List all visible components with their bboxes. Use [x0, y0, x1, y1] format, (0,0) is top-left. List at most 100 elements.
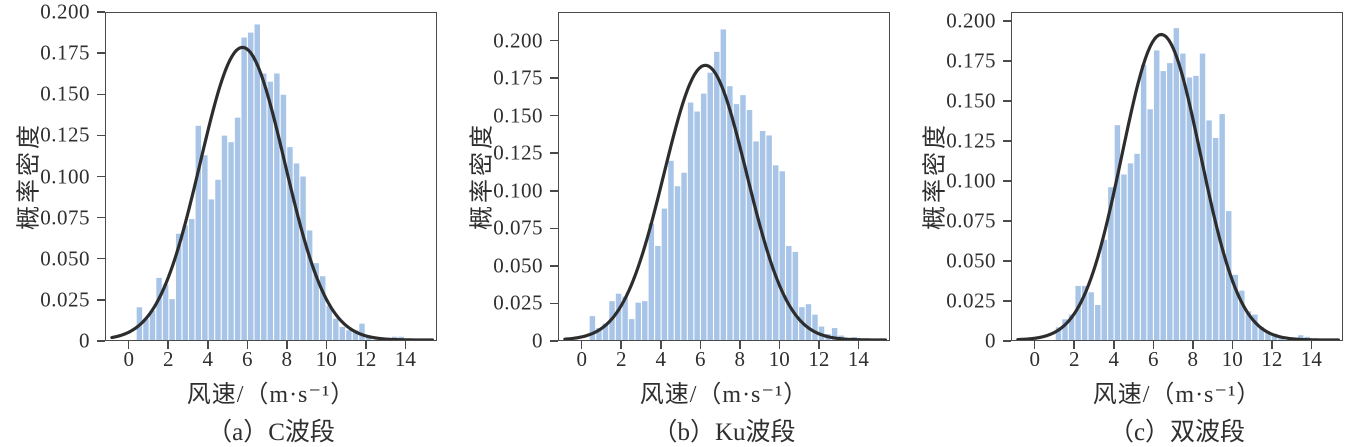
x-tick-label: 14 [1300, 347, 1322, 371]
y-tick-mark [550, 190, 558, 192]
y-tick-mark [97, 299, 105, 301]
x-tick-mark [699, 341, 702, 349]
chart-panel: 概率密度 0 0.025 0.050 0.075 0.100 0.125 0.150 0.17… [0, 0, 453, 447]
x-tick-label: 12 [1261, 347, 1283, 371]
panel-caption: （b）Ku波段 [652, 419, 796, 446]
x-tick-mark [1073, 341, 1075, 349]
x-tick-mark [127, 341, 130, 349]
y-tick-label: 0.025 [493, 290, 543, 315]
y-tick-mark [550, 302, 558, 305]
x-tick-label: 14 [394, 347, 416, 371]
y-axis-label: 概率密度 [16, 122, 43, 230]
plot-area [1011, 12, 1343, 341]
x-tick-mark [1152, 341, 1155, 349]
y-tick-label: 0.050 [946, 248, 996, 273]
y-tick-label: 0.200 [40, 0, 90, 24]
x-axis-label: 风速/（m·s⁻¹） [639, 382, 809, 408]
y-tick-label: 0.200 [946, 8, 996, 33]
x-tick-label: 6 [1148, 347, 1159, 371]
y-tick-mark [1003, 260, 1011, 262]
y-tick-mark [97, 52, 105, 54]
x-tick-label: 2 [162, 347, 174, 371]
x-tick-mark [818, 341, 820, 349]
x-tick-label: 12 [808, 347, 830, 371]
y-tick-mark [550, 39, 558, 42]
x-tick-label: 0 [576, 347, 587, 371]
x-tick-mark [365, 341, 367, 349]
y-tick-mark [550, 152, 558, 154]
x-tick-mark [286, 341, 288, 349]
y-tick-mark [1003, 140, 1011, 142]
y-tick-label: 0.175 [40, 40, 90, 65]
chart-panel: 概率密度 0 0.025 0.050 0.075 0.100 0.125 0.150 0.17… [453, 0, 906, 447]
x-tick-label: 12 [355, 347, 377, 371]
x-tick-mark [1033, 341, 1036, 349]
x-tick-label: 6 [695, 347, 706, 371]
y-axis-label: 概率密度 [922, 122, 949, 230]
y-tick-label: 0.025 [40, 287, 90, 312]
y-tick-label: 0.025 [946, 288, 996, 313]
y-tick-label: 0.200 [493, 28, 543, 52]
x-tick-label: 2 [1068, 347, 1080, 371]
x-tick-mark [207, 341, 209, 349]
y-tick-mark [1003, 340, 1011, 342]
x-tick-mark [325, 341, 328, 349]
y-tick-label: 0.050 [493, 253, 543, 278]
x-axis-label: 风速/（m·s⁻¹） [1092, 382, 1262, 408]
x-tick-mark [167, 341, 169, 349]
x-tick-mark [404, 341, 407, 349]
y-tick-label: 0 [79, 328, 90, 353]
y-tick-mark [97, 340, 105, 342]
x-tick-label: 4 [202, 347, 214, 371]
y-tick-mark [97, 93, 105, 96]
y-tick-mark [97, 257, 105, 260]
y-tick-label: 0.150 [946, 88, 996, 113]
x-tick-mark [620, 341, 622, 349]
x-tick-label: 10 [315, 347, 337, 371]
x-tick-label: 8 [734, 347, 746, 371]
histogram-svg [110, 24, 435, 340]
x-tick-mark [1271, 341, 1273, 349]
y-tick-label: 0.050 [40, 246, 90, 271]
histogram-svg [563, 29, 888, 340]
x-tick-mark [660, 341, 662, 349]
x-tick-mark [739, 341, 741, 349]
x-tick-label: 4 [1108, 347, 1120, 371]
y-tick-label: 0.175 [946, 48, 996, 73]
y-tick-mark [97, 11, 105, 13]
plot-area [105, 12, 437, 341]
y-tick-mark [550, 265, 558, 267]
histogram-svg [1016, 28, 1341, 340]
y-tick-mark [1003, 60, 1011, 62]
x-tick-label: 4 [655, 347, 667, 371]
panel-caption: （c）双波段 [1108, 419, 1246, 446]
x-tick-label: 10 [1221, 347, 1243, 371]
x-tick-label: 6 [242, 347, 253, 371]
x-tick-label: 10 [768, 347, 790, 371]
y-tick-mark [1003, 20, 1011, 22]
x-tick-label: 0 [1029, 347, 1040, 371]
y-tick-mark [550, 227, 558, 230]
panel-caption: （a）C波段 [207, 419, 335, 446]
y-tick-label: 0.175 [493, 65, 543, 90]
x-tick-label: 2 [615, 347, 627, 371]
y-tick-mark [1003, 220, 1011, 222]
plot-area [558, 12, 890, 341]
x-tick-mark [246, 341, 249, 349]
x-tick-label: 0 [123, 347, 134, 371]
y-tick-mark [550, 340, 558, 342]
y-tick-mark [97, 134, 105, 137]
y-tick-mark [1003, 300, 1011, 302]
y-tick-label: 0 [532, 328, 543, 353]
x-tick-mark [1231, 341, 1234, 349]
x-tick-mark [1113, 341, 1115, 349]
y-tick-label: 0 [985, 328, 996, 353]
y-tick-mark [97, 216, 105, 219]
y-tick-mark [97, 175, 105, 178]
x-tick-label: 14 [847, 347, 869, 371]
x-tick-mark [857, 341, 860, 349]
y-axis-label: 概率密度 [469, 122, 496, 230]
x-tick-mark [778, 341, 781, 349]
y-tick-mark [1003, 100, 1011, 102]
